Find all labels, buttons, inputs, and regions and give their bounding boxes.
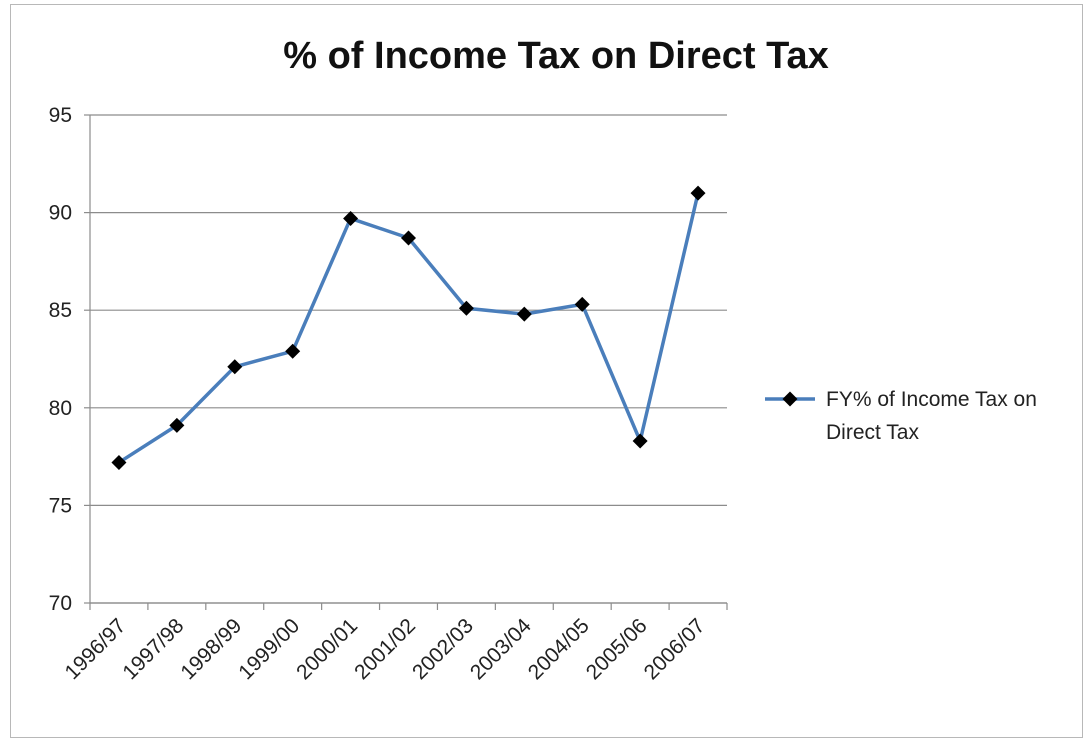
x-tick-label: 2006/07: [640, 614, 710, 684]
x-tick-label: 2003/04: [466, 614, 536, 684]
y-tick-label: 70: [49, 592, 72, 615]
data-point-1998/99: [227, 359, 243, 375]
data-point-1997/98: [169, 417, 185, 433]
y-tick-label: 90: [49, 202, 72, 225]
x-tick-label: 1998/99: [176, 614, 246, 684]
series-layer: [111, 185, 706, 470]
x-tick-label: 2005/06: [582, 614, 652, 684]
legend-marker-icon: [782, 391, 798, 407]
axes: 70 75 80 85 90 95 1996/971997/981998/991999/00…: [49, 104, 728, 684]
data-point-2000/01: [343, 210, 359, 226]
data-point-2003/04: [516, 306, 532, 322]
x-tick-label: 2000/01: [292, 614, 362, 684]
legend: FY% of Income Tax on Direct Tax: [765, 388, 1037, 444]
y-tick-label: 85: [49, 299, 72, 322]
x-tick-label: 1996/97: [61, 614, 131, 684]
data-point-2004/05: [574, 296, 590, 312]
data-point-2002/03: [458, 300, 474, 316]
y-tick-label: 95: [49, 104, 72, 127]
x-tick-label: 2001/02: [350, 614, 420, 684]
data-point-2005/06: [632, 433, 648, 449]
y-tick-label: 75: [49, 494, 72, 517]
x-tick-label: 1997/98: [118, 614, 188, 684]
data-point-1996/97: [111, 454, 127, 470]
data-point-2001/02: [401, 230, 416, 246]
data-point-2006/07: [690, 185, 706, 201]
legend-label: FY% of Income Tax on Direct Tax: [826, 388, 1037, 444]
gridlines: [90, 114, 727, 604]
x-tick-label: 2002/03: [408, 614, 478, 684]
x-tick-label: 1999/00: [234, 614, 304, 684]
data-point-1999/00: [285, 343, 301, 359]
chart-title: % of Income Tax on Direct Tax: [283, 35, 829, 77]
y-tick-label: 80: [49, 397, 72, 420]
x-tick-label: 2004/05: [524, 614, 594, 684]
chart-frame: [10, 4, 1083, 738]
